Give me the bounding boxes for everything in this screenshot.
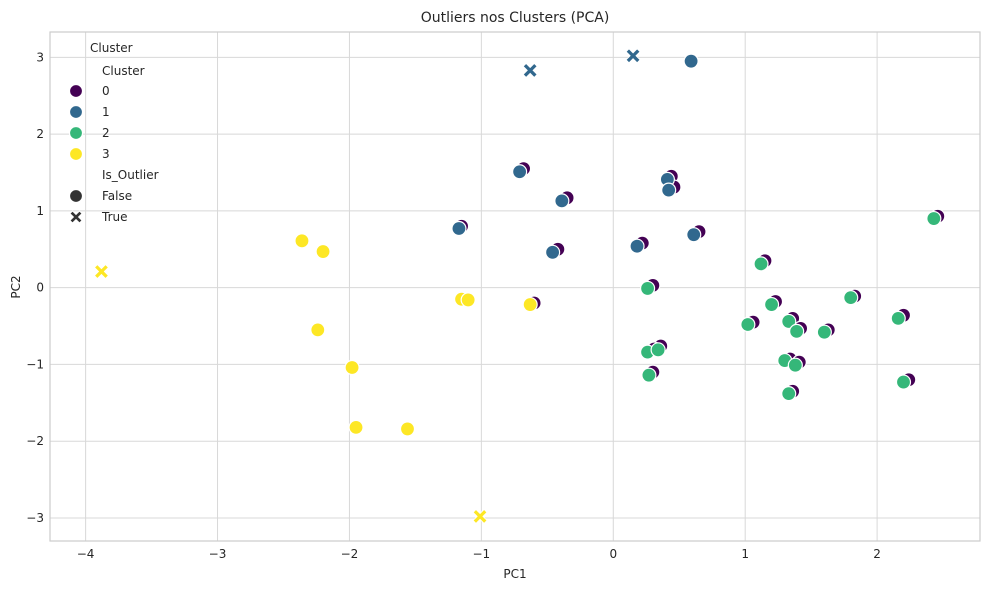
x-tick-label: 2 — [873, 547, 881, 561]
data-point — [787, 357, 803, 373]
y-ticks: −3 −2 −1 0 1 2 3 — [26, 50, 44, 525]
data-point — [544, 244, 561, 260]
legend-label-cluster-2: 2 — [102, 126, 110, 140]
data-point — [683, 53, 699, 69]
x-tick-label: −2 — [341, 547, 359, 561]
data-point — [641, 367, 657, 383]
x-axis-label: PC1 — [503, 567, 526, 581]
data-point — [789, 323, 805, 340]
legend-style-title: Is_Outlier — [102, 168, 159, 182]
legend-marker-false — [68, 188, 84, 204]
data-point — [843, 290, 859, 306]
y-tick-label: −1 — [26, 357, 44, 371]
outlier-point — [625, 48, 641, 64]
data-point — [294, 233, 310, 249]
data-point — [890, 310, 906, 326]
outlier-point — [93, 263, 110, 280]
points-layer — [93, 48, 946, 525]
y-tick-label: −3 — [26, 511, 44, 525]
legend-label-cluster-0: 0 — [102, 84, 110, 98]
legend-label-cluster-3: 3 — [102, 147, 110, 161]
y-tick-label: −2 — [26, 434, 44, 448]
legend-label-false: False — [102, 189, 132, 203]
legend-style-entries: False True — [68, 188, 132, 224]
series-cluster-1 — [451, 48, 702, 260]
plot-frame — [49, 31, 981, 542]
legend-hue-entries: 0 1 2 3 — [68, 83, 110, 162]
data-point — [629, 238, 645, 254]
outlier-point — [522, 62, 538, 79]
chart-title: Outliers nos Clusters (PCA) — [421, 10, 610, 26]
data-point — [686, 227, 702, 243]
grid — [50, 32, 980, 541]
legend-label-cluster-1: 1 — [102, 105, 110, 119]
legend-marker-cluster-2 — [68, 125, 84, 141]
data-point — [781, 385, 797, 402]
data-point — [460, 292, 476, 308]
legend-marker-true — [69, 210, 83, 224]
data-point — [310, 322, 326, 338]
series-cluster-0 — [453, 161, 946, 399]
data-point — [661, 182, 677, 198]
legend-marker-cluster-0 — [68, 83, 84, 99]
y-tick-label: 2 — [36, 127, 44, 141]
data-point — [895, 374, 912, 390]
data-point — [315, 243, 331, 260]
x-tick-label: −4 — [77, 547, 95, 561]
x-tick-label: 0 — [609, 547, 617, 561]
data-point — [816, 324, 832, 340]
data-point — [522, 296, 538, 313]
legend-title: Cluster — [90, 41, 133, 55]
x-tick-label: −3 — [209, 547, 227, 561]
legend-marker-cluster-1 — [68, 104, 84, 120]
outlier-point — [472, 508, 488, 525]
data-point — [399, 421, 416, 437]
data-point — [344, 359, 360, 376]
data-point — [763, 296, 780, 313]
data-point — [926, 210, 942, 227]
x-tick-label: 1 — [741, 547, 749, 561]
series-cluster-2 — [639, 210, 942, 402]
y-tick-label: 3 — [36, 50, 44, 64]
data-point — [554, 193, 570, 209]
legend-label-true: True — [101, 210, 128, 224]
legend-marker-cluster-3 — [68, 146, 84, 162]
x-ticks: −4 −3 −2 −1 0 1 2 — [77, 547, 881, 561]
y-tick-label: 0 — [36, 281, 44, 295]
data-point — [650, 342, 666, 358]
legend-hue-title: Cluster — [102, 64, 145, 78]
data-point — [451, 220, 467, 237]
data-point — [740, 316, 756, 333]
series-cluster-3 — [93, 233, 538, 525]
x-tick-label: −1 — [473, 547, 491, 561]
data-point — [781, 313, 797, 330]
y-tick-label: 1 — [36, 204, 44, 218]
data-point — [348, 419, 364, 435]
legend: Cluster Cluster 0 1 2 3 Is_Outlier False Tru… — [68, 41, 159, 224]
y-axis-label: PC2 — [9, 275, 23, 298]
data-point — [512, 164, 528, 180]
data-point — [753, 256, 769, 272]
data-point — [639, 280, 656, 297]
